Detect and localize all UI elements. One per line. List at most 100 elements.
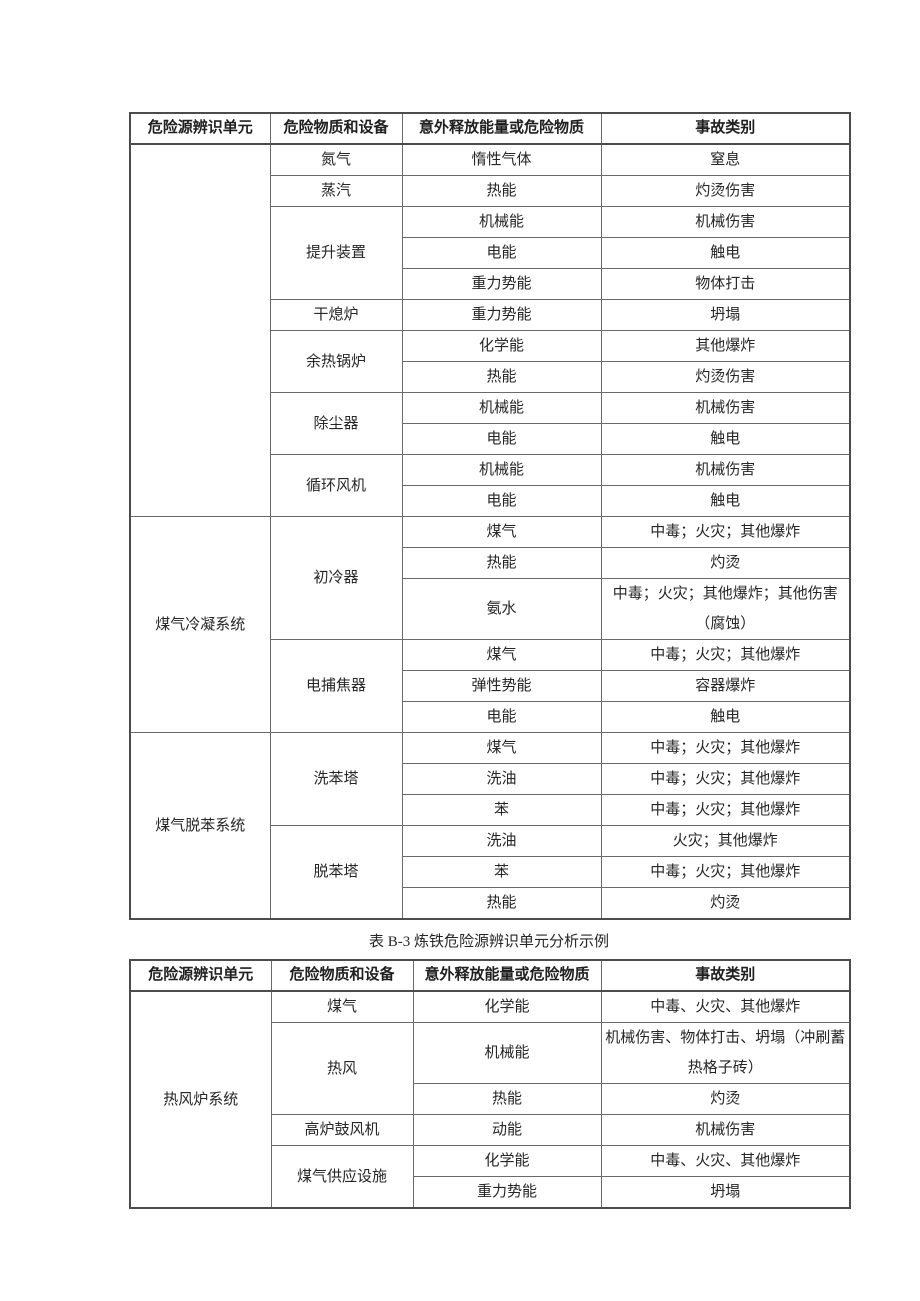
column-header: 危险源辨识单元 <box>129 112 271 145</box>
table-row: 热能 灼烫 <box>130 547 851 579</box>
unit-cell <box>129 143 271 517</box>
accident-cell: 物体打击 <box>600 268 851 300</box>
energy-cell: 惰性气体 <box>401 143 602 176</box>
accident-cell: 灼烫 <box>600 887 851 920</box>
table-row: 氮气 惰性气体 窒息 <box>129 143 851 517</box>
accident-cell: 坍塌 <box>600 1176 851 1209</box>
equipment-cell: 除尘器 <box>269 392 403 455</box>
column-header: 事故类别 <box>600 959 851 992</box>
table-row: 干熄炉 重力势能 坍塌 <box>130 299 851 331</box>
table-row: 苯中毒；火灾；其他爆炸 <box>130 856 851 888</box>
energy-cell: 煤气 <box>401 639 602 671</box>
accident-cell: 机械伤害、物体打击、坍塌（冲刷蓄 热格子砖） <box>600 1022 851 1084</box>
energy-cell: 煤气 <box>401 516 602 548</box>
accident-cell: 机械伤害 <box>600 454 851 486</box>
equipment-cell: 干熄炉 <box>269 299 403 331</box>
energy-cell: 电能 <box>401 237 602 269</box>
equipment-cell: 脱苯塔 <box>269 825 403 920</box>
accident-cell: 中毒；火灾；其他爆炸；其他伤害 （腐蚀） <box>600 578 851 640</box>
energy-cell: 电能 <box>401 701 602 733</box>
table-row: 弹性势能 容器爆炸 <box>130 670 851 702</box>
energy-cell: 机械能 <box>412 1022 602 1084</box>
table-row: 热风 机械能 机械伤害、物体打击、坍塌（冲刷蓄 热格子砖） <box>130 1022 851 1115</box>
table-row: 重力势能 坍塌 <box>130 1176 851 1209</box>
table-row: 电捕焦器 煤气 中毒；火灾；其他爆炸 <box>130 639 851 733</box>
hazard-analysis-table-1: 危险源辨识单元 危险物质和设备 意外释放能量或危险物质 事故类别 氮气 惰性气体 窒息 蒸汽… <box>129 112 851 920</box>
table-row: 热能 灼烫伤害 <box>130 361 851 393</box>
accident-cell: 中毒；火灾；其他爆炸 <box>600 639 851 671</box>
accident-cell: 灼烫伤害 <box>600 175 851 207</box>
column-header: 意外释放能量或危险物质 <box>401 112 602 145</box>
table-row: 提升装置 机械能 机械伤害 <box>130 206 851 300</box>
energy-cell: 弹性势能 <box>401 670 602 702</box>
accident-cell: 坍塌 <box>600 299 851 331</box>
table-1-header: 危险源辨识单元 危险物质和设备 意外释放能量或危险物质 事故类别 <box>129 112 851 145</box>
table-row: 高炉鼓风机 动能 机械伤害 <box>130 1114 851 1146</box>
accident-cell: 中毒；火灾；其他爆炸 <box>600 794 851 826</box>
table-row: 苯中毒；火灾；其他爆炸 <box>130 794 851 826</box>
table-row: 余热锅炉 化学能 其他爆炸 <box>130 330 851 393</box>
energy-cell: 化学能 <box>412 990 602 1023</box>
table-caption: 表 B-3 炼铁危险源辨识单元分析示例 <box>368 934 609 950</box>
unit-cell: 煤气冷凝系统 <box>129 516 271 733</box>
accident-cell: 容器爆炸 <box>600 670 851 702</box>
energy-cell: 洗油 <box>401 763 602 795</box>
equipment-cell: 煤气供应设施 <box>270 1145 414 1209</box>
accident-cell: 触电 <box>600 237 851 269</box>
accident-cell: 触电 <box>600 423 851 455</box>
unit-cell: 煤气脱苯系统 <box>129 732 271 920</box>
table-row: 煤气供应设施 化学能 中毒、火灾、其他爆炸 <box>130 1145 851 1209</box>
table-row: 洗油 中毒；火灾；其他爆炸 <box>130 763 851 795</box>
accident-cell: 中毒、火灾、其他爆炸 <box>600 990 851 1023</box>
table-row: 蒸汽 热能 灼烫伤害 <box>130 175 851 207</box>
equipment-cell: 氮气 <box>269 143 403 176</box>
energy-cell: 氨水 <box>401 578 602 640</box>
energy-cell: 苯 <box>401 794 602 826</box>
energy-cell: 机械能 <box>401 454 602 486</box>
header-row: 危险源辨识单元 危险物质和设备 意外释放能量或危险物质 事故类别 <box>129 112 851 145</box>
column-header: 危险物质和设备 <box>270 959 414 992</box>
table-row: 循环风机 机械能 机械伤害 <box>130 454 851 517</box>
energy-cell: 重力势能 <box>412 1176 602 1209</box>
table-row: 脱苯塔 洗油 火灾；其他爆炸 <box>130 825 851 920</box>
equipment-cell: 提升装置 <box>269 206 403 300</box>
energy-cell: 重力势能 <box>401 268 602 300</box>
table-2-body: 热风炉系统 煤气 化学能 中毒、火灾、其他爆炸 热风 机械能 机械伤害、物体打击、坍塌（冲刷… <box>129 990 851 1209</box>
table-row: 煤气脱苯系统 洗苯塔 煤气 中毒；火灾；其他爆炸 <box>129 732 851 920</box>
equipment-cell: 初冷器 <box>269 516 403 640</box>
table-row: 重力势能 物体打击 <box>130 268 851 300</box>
header-row: 危险源辨识单元 危险物质和设备 意外释放能量或危险物质 事故类别 <box>129 959 851 992</box>
table-row: 煤气冷凝系统 初冷器 煤气 中毒；火灾；其他爆炸 <box>129 516 851 733</box>
accident-cell: 触电 <box>600 701 851 733</box>
column-header: 危险源辨识单元 <box>129 959 272 992</box>
energy-cell: 热能 <box>401 361 602 393</box>
hazard-analysis-table-2: 危险源辨识单元 危险物质和设备 意外释放能量或危险物质 事故类别 热风炉系统 煤气 化学能… <box>129 959 851 1209</box>
table-row: 电能 触电 <box>130 485 851 517</box>
energy-cell: 热能 <box>401 887 602 920</box>
table-row: 电能 触电 <box>130 423 851 455</box>
accident-cell: 机械伤害 <box>600 206 851 238</box>
column-header: 意外释放能量或危险物质 <box>412 959 602 992</box>
table-row: 热能 灼烫 <box>130 887 851 920</box>
document-content: 危险源辨识单元 危险物质和设备 意外释放能量或危险物质 事故类别 氮气 惰性气体 窒息 蒸汽… <box>129 112 851 1209</box>
accident-cell: 窒息 <box>600 143 851 176</box>
accident-cell: 灼烫 <box>600 1083 851 1115</box>
table-row: 热风炉系统 煤气 化学能 中毒、火灾、其他爆炸 <box>129 990 851 1209</box>
energy-cell: 重力势能 <box>401 299 602 331</box>
table-row: 除尘器 机械能 机械伤害 <box>130 392 851 455</box>
accident-cell: 中毒；火灾；其他爆炸 <box>600 763 851 795</box>
energy-cell: 化学能 <box>401 330 602 362</box>
energy-cell: 电能 <box>401 423 602 455</box>
energy-cell: 热能 <box>401 175 602 207</box>
equipment-cell: 洗苯塔 <box>269 732 403 826</box>
accident-cell: 触电 <box>600 485 851 517</box>
energy-cell: 动能 <box>412 1114 602 1146</box>
accident-cell: 灼烫 <box>600 547 851 579</box>
accident-cell: 机械伤害 <box>600 1114 851 1146</box>
equipment-cell: 蒸汽 <box>269 175 403 207</box>
table-row: 电能 触电 <box>130 237 851 269</box>
unit-cell: 热风炉系统 <box>129 990 272 1209</box>
accident-cell: 机械伤害 <box>600 392 851 424</box>
equipment-cell: 高炉鼓风机 <box>270 1114 414 1146</box>
